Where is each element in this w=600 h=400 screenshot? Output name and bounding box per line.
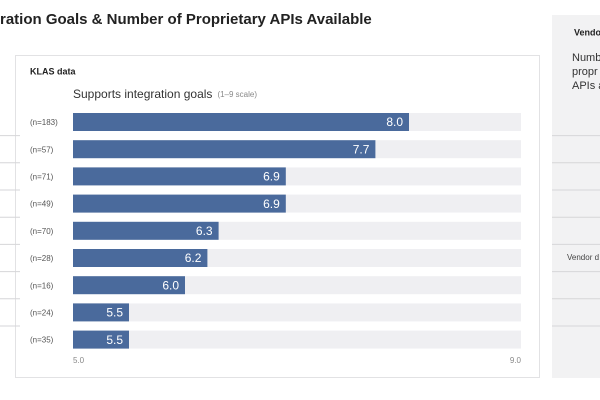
side-panel	[552, 15, 600, 378]
axis-title: Supports integration goals (1–9 scale)	[73, 87, 257, 101]
row-label: (n=24)	[30, 309, 54, 318]
axis-note: (1–9 scale)	[217, 90, 257, 99]
chart-title: ration Goals & Number of Proprietary API…	[0, 11, 372, 28]
value-label: 5.5	[106, 333, 123, 347]
side-line: APIs a	[572, 80, 600, 92]
bar	[73, 249, 208, 267]
value-label: 5.5	[106, 306, 123, 320]
bar	[73, 167, 286, 186]
side-line: propr	[572, 66, 598, 78]
bar	[73, 113, 409, 131]
value-label: 6.9	[263, 170, 280, 184]
side-line: Numb	[572, 52, 600, 64]
row-label: (n=49)	[30, 200, 54, 209]
side-row-label: Vendor d	[567, 253, 599, 262]
x-tick-label: 5.0	[73, 356, 85, 365]
value-label: 6.9	[263, 197, 280, 211]
axis-title-text: Supports integration goals	[73, 87, 212, 101]
chart-panel	[15, 55, 540, 378]
bar	[73, 140, 376, 159]
source-label: KLAS data	[30, 66, 77, 76]
row-label: (n=70)	[30, 227, 54, 236]
bar-track	[73, 330, 521, 349]
bar	[73, 330, 129, 349]
bar	[73, 303, 129, 322]
row-label: (n=16)	[30, 281, 54, 290]
value-label: 6.0	[162, 278, 179, 292]
side-heading: Vendo	[574, 27, 600, 37]
row-label: (n=28)	[30, 254, 54, 263]
bar-track	[73, 303, 521, 322]
value-label: 8.0	[386, 115, 403, 129]
value-label: 6.3	[196, 224, 213, 238]
x-tick-label: 9.0	[510, 356, 522, 365]
row-label: (n=183)	[30, 118, 58, 127]
row-label: (n=35)	[30, 336, 54, 345]
bar	[73, 194, 286, 213]
value-label: 6.2	[185, 251, 202, 265]
bar	[73, 276, 185, 295]
bar	[73, 221, 219, 240]
row-label: (n=71)	[30, 173, 54, 182]
value-label: 7.7	[353, 142, 370, 156]
row-label: (n=57)	[30, 145, 54, 154]
